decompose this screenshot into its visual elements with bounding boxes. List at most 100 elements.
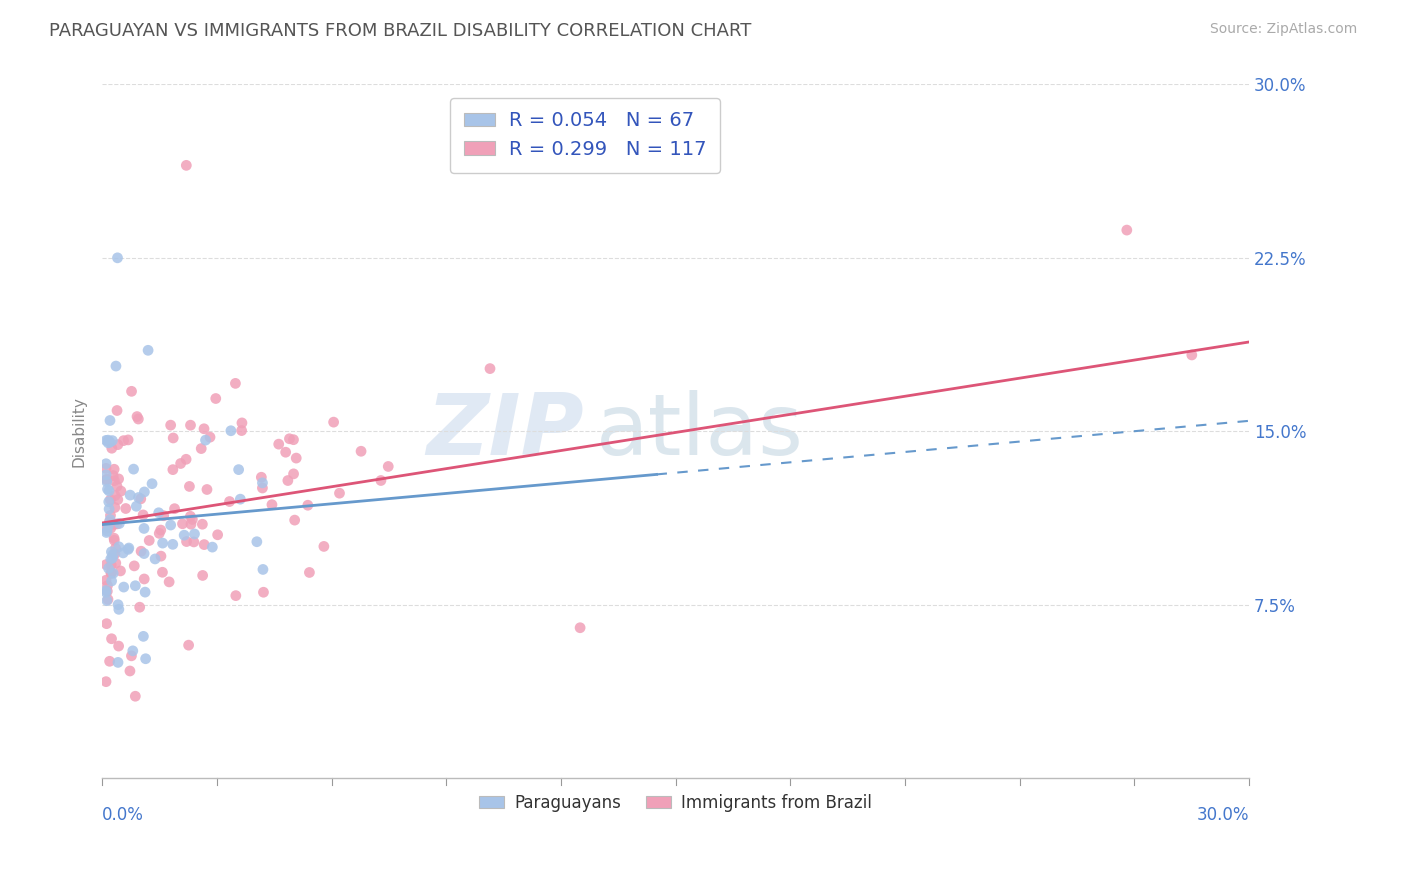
Point — [117, 542, 139, 557]
Point — [101, 434, 124, 448]
Point — [101, 468, 124, 483]
Point — [94, 461, 117, 475]
Point — [114, 501, 136, 516]
Point — [96, 579, 118, 593]
Point — [159, 418, 181, 433]
Point — [152, 508, 174, 523]
Point — [103, 533, 125, 548]
Point — [152, 566, 174, 580]
Point — [370, 474, 392, 488]
Point — [104, 547, 127, 561]
Point — [100, 632, 122, 646]
Point — [94, 674, 117, 689]
Point — [98, 515, 121, 529]
Point — [179, 418, 201, 433]
Point — [163, 501, 186, 516]
Point — [252, 481, 274, 495]
Point — [183, 527, 205, 541]
Point — [224, 376, 246, 391]
Point — [162, 463, 184, 477]
Point — [104, 359, 127, 373]
Point — [100, 574, 122, 588]
Point — [101, 566, 124, 581]
Point — [112, 546, 135, 560]
Point — [98, 512, 121, 526]
Point — [201, 540, 224, 554]
Point — [121, 384, 143, 399]
Text: 30.0%: 30.0% — [1197, 805, 1249, 823]
Point — [94, 434, 117, 448]
Y-axis label: Disability: Disability — [72, 396, 86, 467]
Point — [141, 476, 163, 491]
Point — [231, 424, 253, 438]
Point — [96, 473, 118, 487]
Point — [105, 516, 128, 531]
Point — [267, 437, 290, 451]
Point — [252, 562, 274, 576]
Point — [322, 415, 344, 429]
Point — [120, 488, 142, 502]
Point — [97, 433, 120, 447]
Point — [274, 445, 297, 459]
Point — [107, 437, 129, 451]
Point — [277, 474, 299, 488]
Point — [94, 573, 117, 587]
Point — [157, 574, 180, 589]
Point — [105, 403, 128, 417]
Point — [94, 585, 117, 599]
Point — [278, 432, 301, 446]
Point — [207, 528, 229, 542]
Point — [101, 551, 124, 566]
Point — [110, 564, 132, 578]
Point — [252, 585, 274, 599]
Point — [107, 492, 129, 507]
Point — [94, 583, 117, 598]
Point — [191, 568, 214, 582]
Point — [173, 528, 195, 542]
Point — [252, 475, 274, 490]
Point — [97, 435, 120, 450]
Point — [135, 651, 157, 665]
Point — [246, 534, 269, 549]
Point — [107, 251, 129, 265]
Point — [100, 545, 122, 559]
Point — [350, 444, 373, 458]
Point — [118, 541, 141, 555]
Point — [112, 434, 135, 448]
Point — [179, 509, 201, 524]
Point — [118, 664, 141, 678]
Point — [260, 498, 283, 512]
Point — [225, 589, 247, 603]
Point — [132, 547, 155, 561]
Point — [107, 639, 129, 653]
Point — [100, 492, 122, 507]
Point — [479, 361, 502, 376]
Point — [98, 502, 121, 516]
Point — [96, 593, 118, 607]
Point — [122, 558, 145, 573]
Point — [149, 523, 172, 537]
Point — [128, 491, 150, 505]
Point — [250, 470, 273, 484]
Point — [1115, 223, 1137, 237]
Point — [177, 638, 200, 652]
Point — [148, 526, 170, 541]
Point — [229, 492, 252, 507]
Point — [181, 512, 204, 526]
Point — [179, 479, 201, 493]
Point — [104, 556, 127, 570]
Point — [136, 343, 159, 358]
Point — [127, 412, 149, 426]
Point — [98, 435, 121, 450]
Point — [96, 521, 118, 535]
Point — [107, 472, 129, 486]
Point — [218, 494, 240, 508]
Point — [125, 500, 148, 514]
Point — [298, 566, 321, 580]
Point — [97, 494, 120, 508]
Point — [191, 517, 214, 532]
Point — [198, 430, 221, 444]
Point — [129, 491, 152, 506]
Point — [159, 518, 181, 533]
Point — [107, 598, 129, 612]
